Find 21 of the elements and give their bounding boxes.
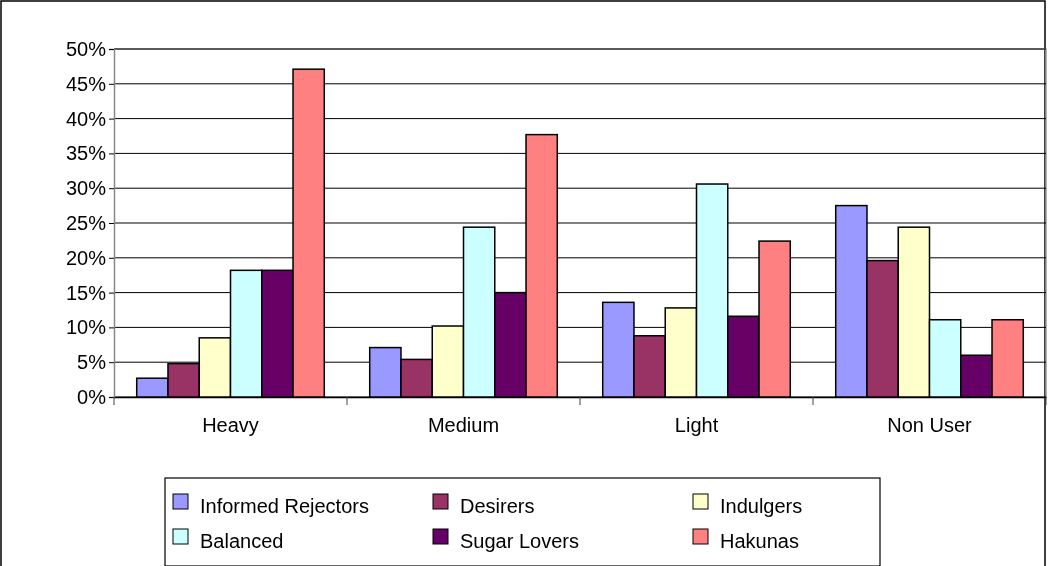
y-tick-label: 25%: [65, 211, 107, 234]
y-tick-label: 45%: [65, 72, 107, 95]
legend-label: Indulgers: [720, 495, 803, 518]
y-tick-label: 15%: [65, 281, 107, 304]
legend-label: Desirers: [460, 495, 535, 518]
legend-label: Sugar Lovers: [460, 530, 579, 553]
y-tick-label: 40%: [65, 107, 107, 130]
x-tick-label: Light: [674, 414, 719, 436]
y-tick-label: 35%: [65, 142, 107, 165]
y-tick-label: 30%: [65, 177, 107, 200]
y-tick-label: 0%: [77, 385, 107, 408]
y-tick-label: 5%: [77, 351, 107, 374]
x-tick-label: Heavy: [202, 414, 259, 436]
legend-label: Balanced: [200, 530, 284, 553]
y-tick-label: 50%: [65, 37, 107, 60]
y-tick-label: 10%: [65, 316, 107, 339]
legend-label: Hakunas: [720, 530, 799, 553]
x-tick-label: Non User: [887, 414, 973, 436]
legend-label: Informed Rejectors: [200, 495, 369, 518]
y-tick-label: 20%: [65, 246, 107, 269]
x-tick-label: Medium: [427, 414, 500, 436]
